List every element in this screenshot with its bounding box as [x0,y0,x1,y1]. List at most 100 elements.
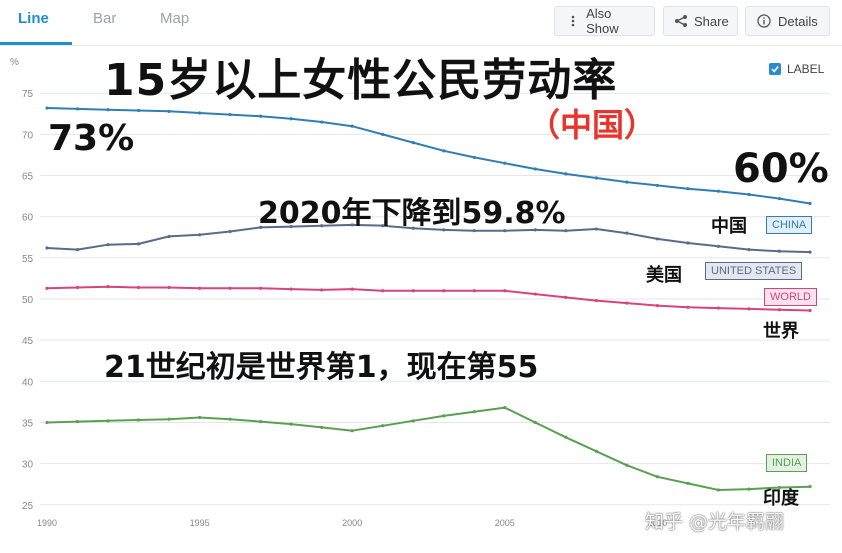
series-line-world[interactable] [46,285,811,312]
data-point-china[interactable] [45,106,49,110]
data-point-united-states[interactable] [594,227,598,231]
series-line-india[interactable] [46,406,811,491]
checkbox-checked-icon[interactable] [769,63,781,75]
data-point-united-states[interactable] [167,234,171,239]
series-tag-united-states[interactable]: UNITED STATES [705,262,803,280]
data-point-world[interactable] [716,306,721,310]
data-point-china[interactable] [259,114,263,118]
data-point-united-states[interactable] [228,229,232,234]
data-point-china[interactable] [594,176,598,180]
data-point-united-states[interactable] [503,229,507,233]
data-point-china[interactable] [228,113,232,117]
data-point-world[interactable] [75,285,80,290]
data-point-india[interactable] [442,414,446,418]
data-point-world[interactable] [503,289,507,293]
data-point-china[interactable] [472,155,476,160]
data-point-india[interactable] [350,429,354,433]
data-point-united-states[interactable] [411,226,415,230]
series-tag-india[interactable]: INDIA [766,454,808,472]
data-point-china[interactable] [381,132,385,136]
data-point-world[interactable] [320,288,324,292]
data-point-india[interactable] [198,415,202,420]
data-point-india[interactable] [167,417,171,421]
data-point-world[interactable] [228,286,232,290]
data-point-india[interactable] [777,485,782,490]
data-point-world[interactable] [655,303,660,308]
data-point-india[interactable] [747,487,751,491]
data-point-india[interactable] [686,481,690,485]
data-point-world[interactable] [381,289,385,293]
data-point-china[interactable] [198,111,202,115]
details-button[interactable]: Details [745,6,830,36]
series-tag-world[interactable]: WORLD [764,288,817,306]
data-point-india[interactable] [381,424,385,428]
data-point-china[interactable] [533,167,537,171]
data-point-world[interactable] [625,301,629,305]
data-point-united-states[interactable] [777,249,782,253]
data-point-china[interactable] [655,183,660,188]
data-point-world[interactable] [136,285,141,290]
series-line-united-states[interactable] [46,223,811,254]
share-button[interactable]: Share [663,6,738,36]
data-point-india[interactable] [320,425,324,429]
data-point-united-states[interactable] [747,248,751,252]
data-point-world[interactable] [198,286,202,290]
data-point-united-states[interactable] [808,250,812,254]
data-point-united-states[interactable] [106,243,110,247]
data-point-united-states[interactable] [442,228,446,232]
data-point-united-states[interactable] [289,224,293,229]
data-point-world[interactable] [472,289,476,293]
data-point-united-states[interactable] [625,231,629,235]
data-point-india[interactable] [136,418,141,422]
data-point-china[interactable] [289,117,293,121]
data-point-india[interactable] [228,417,232,421]
data-point-united-states[interactable] [320,224,324,228]
data-point-india[interactable] [625,463,629,467]
data-point-united-states[interactable] [472,229,476,233]
data-point-united-states[interactable] [655,237,660,241]
data-point-china[interactable] [75,107,80,111]
data-point-india[interactable] [472,410,476,414]
data-point-china[interactable] [503,161,507,165]
data-point-china[interactable] [716,189,721,193]
data-point-india[interactable] [594,449,598,453]
data-point-world[interactable] [442,289,446,293]
data-point-united-states[interactable] [259,225,263,229]
data-point-united-states[interactable] [136,242,141,246]
series-tag-china[interactable]: CHINA [766,216,813,234]
tab-line[interactable]: Line [18,10,49,27]
data-point-china[interactable] [777,196,782,201]
data-point-united-states[interactable] [45,246,49,250]
data-point-world[interactable] [259,286,263,290]
data-point-united-states[interactable] [75,248,80,252]
data-point-china[interactable] [167,109,171,113]
data-point-world[interactable] [594,299,598,303]
data-point-china[interactable] [136,108,141,113]
data-point-china[interactable] [564,172,568,176]
data-point-world[interactable] [747,307,751,311]
data-point-india[interactable] [45,420,49,425]
data-point-world[interactable] [350,287,354,291]
data-point-world[interactable] [106,285,110,289]
data-point-world[interactable] [289,287,293,291]
label-toggle[interactable]: LABEL [769,62,824,76]
data-point-world[interactable] [808,308,812,313]
also-show-button[interactable]: Also Show [554,6,655,36]
data-point-india[interactable] [106,419,110,423]
data-point-united-states[interactable] [381,224,385,228]
data-point-china[interactable] [106,108,110,112]
data-point-india[interactable] [75,420,80,424]
data-point-world[interactable] [686,305,690,309]
data-point-china[interactable] [350,124,354,128]
data-point-world[interactable] [45,286,49,290]
data-point-india[interactable] [655,475,660,479]
data-point-world[interactable] [411,289,415,293]
data-point-india[interactable] [564,435,568,439]
data-point-united-states[interactable] [564,229,568,233]
data-point-united-states[interactable] [716,244,721,248]
data-point-world[interactable] [167,285,171,290]
data-point-india[interactable] [808,485,812,489]
data-point-united-states[interactable] [350,223,354,227]
data-point-world[interactable] [564,295,568,299]
data-point-china[interactable] [625,180,629,184]
